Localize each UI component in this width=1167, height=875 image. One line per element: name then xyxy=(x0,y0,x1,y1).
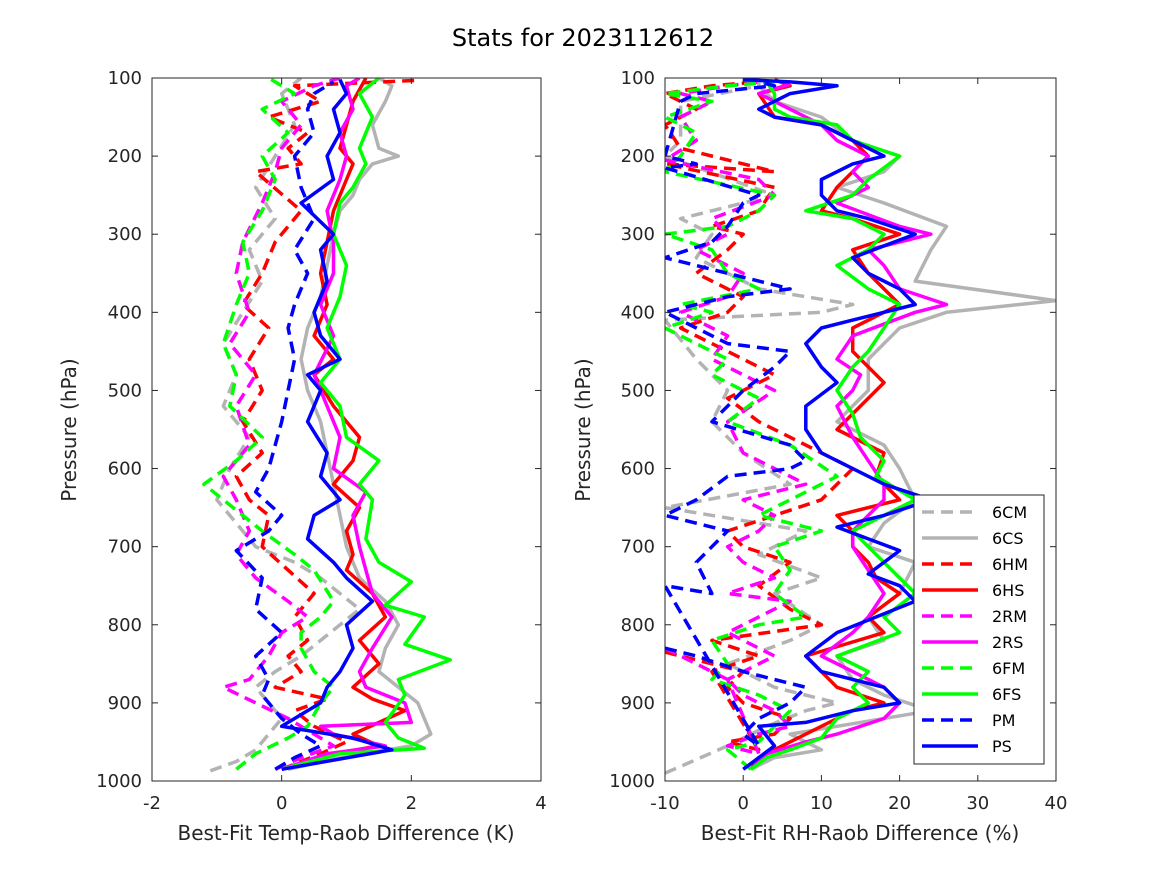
legend-label-pm: PM xyxy=(992,711,1015,730)
legend-label-6fs: 6FS xyxy=(992,685,1021,704)
temp-ticks: -2 0 2 4 100 200 300 400 500 600 700 800 900 1000 xyxy=(96,68,547,814)
temp-series-6hm xyxy=(234,78,418,771)
rh-x-tick-label: 30 xyxy=(966,793,989,814)
temp-y-tick-label: 300 xyxy=(108,224,142,245)
temp-y-tick-label: 800 xyxy=(108,615,142,636)
legend-box xyxy=(913,494,1045,765)
temp-x-tick-label: 0 xyxy=(276,793,287,814)
temp-panel: -2 0 2 4 100 200 300 400 500 600 700 800 900 1000 Bes… xyxy=(57,68,547,845)
rh-x-tick-label: 20 xyxy=(888,793,911,814)
temp-series-group xyxy=(202,78,452,773)
temp-x-tick-label: 2 xyxy=(406,793,417,814)
rh-x-tick-label: 40 xyxy=(1045,793,1068,814)
temp-y-axis-label: Pressure (hPa) xyxy=(57,358,81,501)
temp-y-tick-label: 900 xyxy=(108,693,142,714)
rh-x-tick-label: -10 xyxy=(650,793,679,814)
temp-y-tick-label: 200 xyxy=(108,146,142,167)
temp-x-tick-label: -2 xyxy=(143,793,161,814)
rh-y-tick-label: 800 xyxy=(621,615,655,636)
temp-y-tick-label: 600 xyxy=(108,459,142,480)
legend-label-6cs: 6CS xyxy=(992,529,1024,548)
temp-y-tick-label: 100 xyxy=(108,68,142,89)
rh-axes-box xyxy=(664,77,1057,782)
rh-series-ps xyxy=(742,78,933,771)
temp-x-axis-label: Best-Fit Temp-Raob Difference (K) xyxy=(177,821,514,845)
rh-series-2rm xyxy=(665,80,808,756)
rh-y-tick-label: 300 xyxy=(621,224,655,245)
temp-series-ps xyxy=(279,78,394,772)
temp-series-2rm xyxy=(221,78,341,771)
temp-series-6cs xyxy=(287,78,433,772)
legend-label-6hm: 6HM xyxy=(992,555,1028,574)
rh-y-tick-label: 500 xyxy=(621,380,655,401)
rh-y-tick-label: 900 xyxy=(621,693,655,714)
rh-y-tick-label: 400 xyxy=(621,302,655,323)
rh-y-tick-label: 600 xyxy=(621,459,655,480)
legend-label-6fm: 6FM xyxy=(992,659,1025,678)
legend-label-6cm: 6CM xyxy=(992,503,1027,522)
rh-series-6cm xyxy=(665,78,855,775)
rh-y-tick-label: 100 xyxy=(621,68,655,89)
legend-label-2rm: 2RM xyxy=(992,607,1027,626)
rh-series-group xyxy=(665,78,1056,775)
rh-y-tick-label: 700 xyxy=(621,537,655,558)
figure-title: Stats for 2023112612 xyxy=(452,24,714,52)
legend-label-ps: PS xyxy=(992,737,1012,756)
temp-y-tick-label: 400 xyxy=(108,302,142,323)
temp-y-tick-label: 1000 xyxy=(96,771,142,792)
rh-x-axis-label: Best-Fit RH-Raob Difference (%) xyxy=(701,821,1020,845)
rh-y-tick-label: 1000 xyxy=(609,771,655,792)
legend: 6CM 6CS 6HM 6HS 2RM 2RS 6FM 6FS PM PS xyxy=(913,494,1045,765)
rh-series-pm xyxy=(665,80,808,748)
rh-series-2rs xyxy=(749,82,949,771)
temp-series-pm xyxy=(234,80,335,771)
legend-label-6hs: 6HS xyxy=(992,581,1024,600)
rh-x-tick-label: 0 xyxy=(737,793,748,814)
temp-x-tick-label: 4 xyxy=(535,793,546,814)
temp-y-tick-label: 500 xyxy=(108,380,142,401)
rh-ticks: -10 0 10 20 30 40 100 200 300 400 500 600 700 800 900 1… xyxy=(609,68,1067,814)
temp-axes-box xyxy=(151,77,542,782)
rh-y-tick-label: 200 xyxy=(621,146,655,167)
temp-series-6hs xyxy=(281,78,407,771)
rh-y-axis-label: Pressure (hPa) xyxy=(571,358,595,501)
rh-series-6hm xyxy=(665,80,855,752)
temp-y-tick-label: 700 xyxy=(108,537,142,558)
legend-label-2rs: 2RS xyxy=(992,633,1023,652)
temp-series-6cm xyxy=(209,78,362,773)
rh-x-tick-label: 10 xyxy=(810,793,833,814)
rh-series-6fs xyxy=(749,80,917,771)
temp-series-6fm xyxy=(202,78,336,771)
rh-panel: -10 0 10 20 30 40 100 200 300 400 500 600 700 800 900 1… xyxy=(571,68,1067,845)
temp-series-6fs xyxy=(281,78,452,771)
